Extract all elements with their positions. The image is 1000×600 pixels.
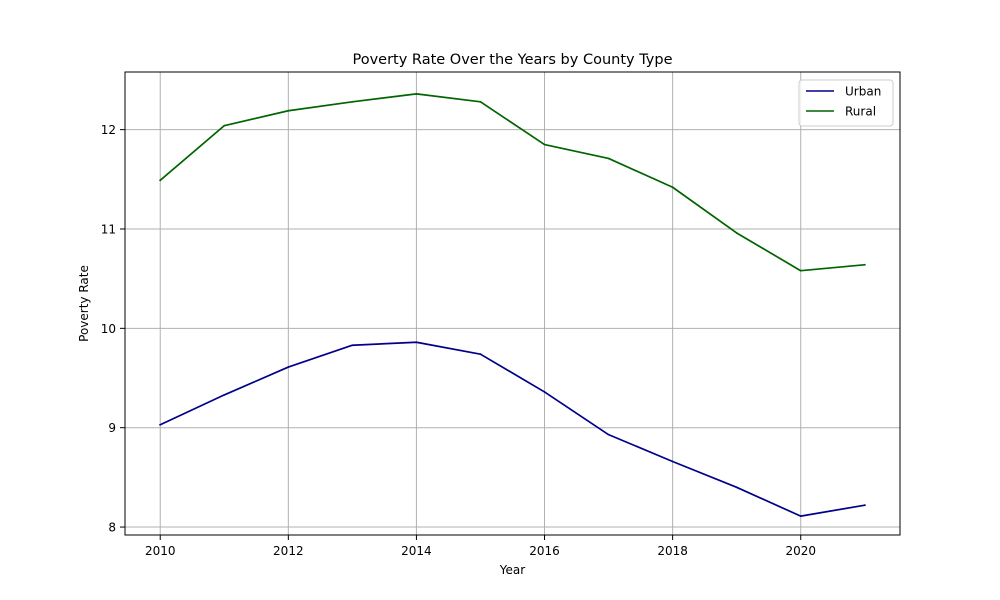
data-point-urban xyxy=(863,504,866,507)
data-point-rural xyxy=(607,157,610,160)
data-point-rural xyxy=(223,124,226,127)
y-tick-label: 9 xyxy=(108,421,116,435)
axis-ticks: 2010 2012 2014 2016 2018 2020 8 9 10 11 12 xyxy=(101,123,816,558)
legend: Urban Rural xyxy=(798,79,894,127)
data-point-urban xyxy=(735,486,738,489)
plot-area-frame xyxy=(124,71,901,536)
data-point-urban xyxy=(351,344,354,347)
x-tick-label: 2016 xyxy=(529,544,560,558)
data-point-urban xyxy=(607,433,610,436)
y-tick-label: 11 xyxy=(101,222,116,236)
data-point-rural xyxy=(415,92,418,95)
data-point-rural xyxy=(351,100,354,103)
series-lines xyxy=(159,92,866,518)
y-tick-label: 12 xyxy=(101,123,116,137)
data-point-urban xyxy=(543,391,546,393)
x-axis-label: Year xyxy=(499,563,525,577)
series-line-rural xyxy=(159,93,866,272)
data-point-rural xyxy=(159,179,162,182)
data-point-urban xyxy=(287,366,290,368)
data-point-urban xyxy=(415,341,418,344)
data-point-rural xyxy=(863,263,866,266)
data-point-rural xyxy=(671,186,674,189)
y-axis-label: Poverty Rate xyxy=(77,265,91,342)
y-tick-label: 10 xyxy=(101,322,116,336)
x-tick-label: 2018 xyxy=(657,544,688,558)
chart-title: Poverty Rate Over the Years by County Ty… xyxy=(353,52,673,68)
series-line-urban xyxy=(159,341,866,517)
grid xyxy=(125,72,900,535)
data-point-rural xyxy=(799,269,802,272)
legend-label-urban: Urban xyxy=(845,85,881,99)
data-point-rural xyxy=(479,100,482,103)
data-point-urban xyxy=(479,353,482,356)
data-point-rural xyxy=(543,143,546,146)
data-point-urban xyxy=(799,515,802,518)
x-tick-label: 2010 xyxy=(145,544,176,558)
data-point-urban xyxy=(223,394,226,396)
data-point-rural xyxy=(735,232,738,234)
x-tick-label: 2020 xyxy=(785,544,816,558)
x-tick-label: 2014 xyxy=(401,544,432,558)
data-point-rural xyxy=(287,109,290,112)
x-tick-label: 2012 xyxy=(273,544,304,558)
data-point-urban xyxy=(159,423,162,426)
legend-label-rural: Rural xyxy=(845,105,876,119)
data-point-urban xyxy=(671,460,674,463)
y-tick-label: 8 xyxy=(108,521,116,535)
